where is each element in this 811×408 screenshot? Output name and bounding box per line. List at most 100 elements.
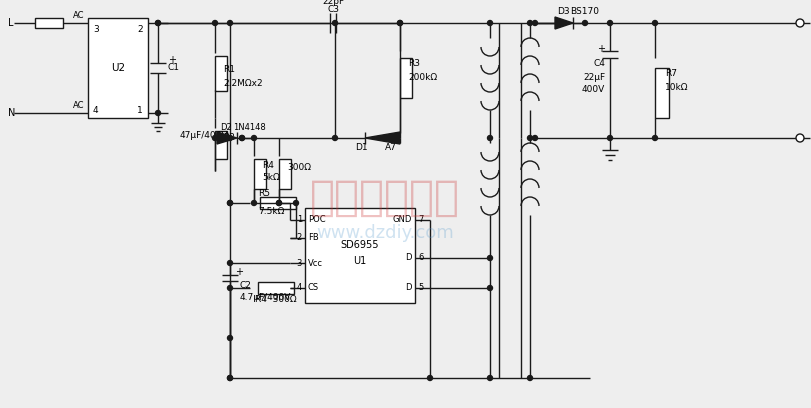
Text: +: + bbox=[168, 55, 176, 65]
Circle shape bbox=[527, 20, 533, 25]
Circle shape bbox=[533, 20, 538, 25]
Text: 4: 4 bbox=[297, 284, 302, 293]
Circle shape bbox=[277, 200, 281, 206]
Text: D3: D3 bbox=[557, 7, 569, 16]
Text: D1: D1 bbox=[355, 144, 367, 153]
Text: Vcc: Vcc bbox=[308, 259, 323, 268]
Bar bbox=[215, 131, 227, 159]
Text: N: N bbox=[8, 108, 15, 118]
Text: 3: 3 bbox=[93, 25, 99, 34]
Text: 1: 1 bbox=[137, 106, 143, 115]
Text: U2: U2 bbox=[111, 63, 125, 73]
Text: C4: C4 bbox=[593, 58, 605, 67]
Text: 200kΩ: 200kΩ bbox=[408, 73, 437, 82]
Text: 300Ω: 300Ω bbox=[287, 164, 311, 173]
Text: 4: 4 bbox=[93, 106, 99, 115]
Polygon shape bbox=[217, 132, 237, 144]
Circle shape bbox=[533, 135, 538, 140]
Text: 电子制作天地: 电子制作天地 bbox=[310, 177, 460, 219]
Circle shape bbox=[277, 200, 281, 206]
Text: POC: POC bbox=[308, 215, 326, 224]
Text: FB: FB bbox=[308, 233, 319, 242]
Text: 3: 3 bbox=[297, 259, 302, 268]
Circle shape bbox=[397, 20, 402, 25]
Circle shape bbox=[607, 135, 612, 140]
Text: 2.2MΩx2: 2.2MΩx2 bbox=[223, 78, 263, 87]
Text: 47μF/400V: 47μF/400V bbox=[180, 131, 229, 140]
Text: A7: A7 bbox=[385, 144, 397, 153]
Circle shape bbox=[228, 200, 233, 206]
Text: R4  300Ω: R4 300Ω bbox=[255, 295, 297, 304]
Circle shape bbox=[228, 20, 233, 25]
Text: +: + bbox=[597, 44, 605, 54]
Text: R3: R3 bbox=[408, 58, 420, 67]
Circle shape bbox=[487, 286, 492, 290]
Bar bbox=[260, 197, 296, 209]
Text: GND: GND bbox=[393, 215, 412, 224]
Text: 2: 2 bbox=[297, 233, 302, 242]
Circle shape bbox=[228, 375, 233, 381]
Text: 22μF: 22μF bbox=[583, 73, 605, 82]
Circle shape bbox=[156, 111, 161, 115]
Circle shape bbox=[333, 135, 337, 140]
Circle shape bbox=[487, 255, 492, 260]
Text: CS: CS bbox=[308, 284, 319, 293]
Circle shape bbox=[212, 135, 217, 140]
Bar bbox=[254, 159, 266, 189]
Text: 10kΩ: 10kΩ bbox=[665, 82, 689, 91]
Circle shape bbox=[796, 19, 804, 27]
Circle shape bbox=[487, 375, 492, 381]
Text: 7.5kΩ: 7.5kΩ bbox=[258, 208, 285, 217]
Text: 2: 2 bbox=[137, 25, 143, 34]
Bar bbox=[305, 208, 415, 303]
Circle shape bbox=[653, 135, 658, 140]
Circle shape bbox=[156, 20, 161, 25]
Circle shape bbox=[239, 135, 244, 140]
Text: 5: 5 bbox=[418, 284, 423, 293]
Text: SD6955: SD6955 bbox=[341, 240, 380, 251]
Bar bbox=[655, 68, 669, 118]
Circle shape bbox=[796, 134, 804, 142]
Circle shape bbox=[228, 135, 233, 140]
Circle shape bbox=[251, 135, 256, 140]
Circle shape bbox=[228, 375, 233, 381]
Text: 1N4148: 1N4148 bbox=[233, 124, 266, 133]
Circle shape bbox=[228, 260, 233, 266]
Text: D: D bbox=[406, 284, 412, 293]
Text: 5kΩ: 5kΩ bbox=[262, 173, 280, 182]
Text: R2: R2 bbox=[223, 133, 235, 142]
Text: 4.7μF/400V: 4.7μF/400V bbox=[240, 293, 291, 302]
Bar bbox=[400, 58, 412, 98]
Circle shape bbox=[487, 20, 492, 25]
Text: www.dzdiy.com: www.dzdiy.com bbox=[316, 224, 454, 242]
Bar bbox=[88, 18, 148, 118]
Text: U1: U1 bbox=[354, 255, 367, 266]
Text: L: L bbox=[8, 18, 14, 28]
Circle shape bbox=[156, 20, 161, 25]
Circle shape bbox=[251, 200, 256, 206]
Circle shape bbox=[607, 20, 612, 25]
Circle shape bbox=[228, 286, 233, 290]
Text: 22pF: 22pF bbox=[322, 0, 344, 5]
Circle shape bbox=[527, 375, 533, 381]
Text: 400V: 400V bbox=[581, 86, 605, 95]
Text: C1: C1 bbox=[168, 64, 180, 73]
Text: D2: D2 bbox=[220, 124, 232, 133]
Text: R7: R7 bbox=[665, 69, 677, 78]
Circle shape bbox=[239, 135, 244, 140]
Text: 7: 7 bbox=[418, 215, 423, 224]
Circle shape bbox=[333, 20, 337, 25]
Text: R5: R5 bbox=[258, 188, 270, 197]
Text: R1: R1 bbox=[223, 66, 235, 75]
Circle shape bbox=[487, 135, 492, 140]
Polygon shape bbox=[555, 17, 573, 29]
Text: R4: R4 bbox=[262, 160, 274, 169]
Text: AC: AC bbox=[72, 100, 84, 109]
Text: BS170: BS170 bbox=[570, 7, 599, 16]
Circle shape bbox=[427, 375, 432, 381]
Circle shape bbox=[212, 20, 217, 25]
Text: LED-: LED- bbox=[810, 135, 811, 144]
Circle shape bbox=[582, 20, 587, 25]
Circle shape bbox=[527, 135, 533, 140]
Text: C3: C3 bbox=[327, 4, 339, 13]
